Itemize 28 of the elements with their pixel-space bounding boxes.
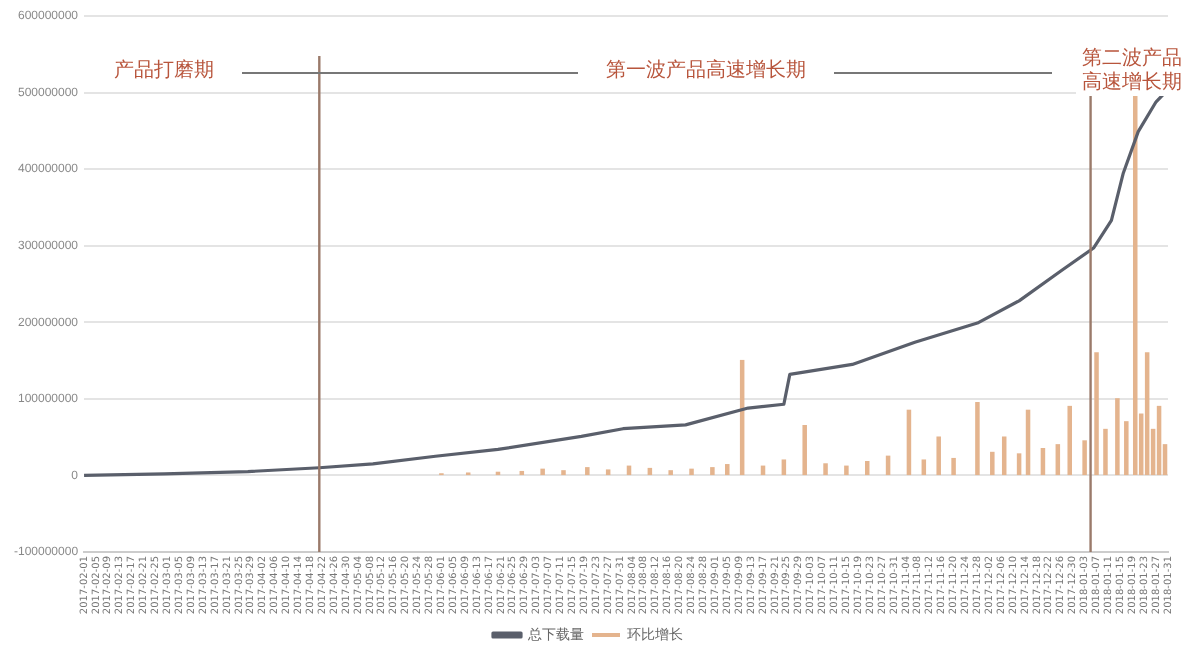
bar (1103, 428, 1108, 476)
bar (605, 469, 611, 476)
bar (1094, 352, 1099, 476)
annotation: 产品打磨期 (110, 60, 219, 84)
bar (1082, 440, 1087, 476)
bar (689, 468, 694, 476)
bar (585, 467, 590, 476)
bar (725, 464, 730, 476)
bar (1016, 453, 1022, 476)
bar (1124, 421, 1129, 476)
bar (823, 463, 828, 476)
bar (921, 459, 927, 476)
bar (1115, 398, 1120, 476)
bar (561, 470, 566, 476)
annotation: 第二波产品高速增长期 (1076, 48, 1188, 96)
bar (936, 436, 941, 476)
bar (710, 467, 715, 476)
bar (540, 468, 545, 476)
bar (990, 451, 995, 476)
bar (1067, 405, 1072, 476)
bar (1001, 436, 1007, 476)
bar (781, 459, 787, 476)
bar (802, 425, 807, 476)
annotation: 第一波产品高速增长期 (602, 60, 810, 84)
bar (951, 457, 956, 476)
bar (975, 402, 980, 476)
bar (668, 470, 673, 476)
bar (844, 465, 849, 476)
